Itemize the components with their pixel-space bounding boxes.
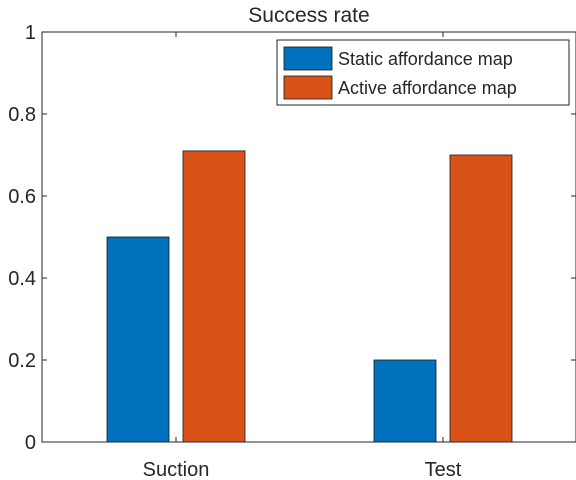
y-axis-ticks: 0 0.2 0.4 0.6 0.8 1 (8, 22, 576, 454)
bar-test-series-0 (373, 359, 437, 443)
legend-label: Active affordance map (338, 78, 517, 98)
chart-title: Success rate (248, 4, 369, 27)
bar-suction-series-1 (182, 150, 246, 443)
x-tick-label: Test (425, 459, 462, 480)
bar-suction-series-0 (106, 236, 170, 443)
y-tick-label: 0.4 (8, 268, 36, 290)
y-tick-label: 0 (25, 432, 36, 454)
legend-swatch (283, 46, 333, 71)
y-tick-label: 1 (25, 22, 36, 44)
bar-test-series-1 (449, 154, 513, 443)
legend-swatch (283, 75, 333, 100)
legend: Static affordance map Active affordance m… (276, 39, 570, 106)
x-tick-label: Suction (143, 459, 210, 480)
bars-group (106, 150, 513, 443)
y-tick-label: 0.8 (8, 104, 36, 126)
y-tick-label: 0.2 (8, 350, 36, 372)
legend-label: Static affordance map (338, 49, 513, 69)
y-tick-label: 0.6 (8, 186, 36, 208)
plot-axes-box (41, 31, 576, 443)
x-axis-ticks: Suction Test (143, 32, 462, 480)
